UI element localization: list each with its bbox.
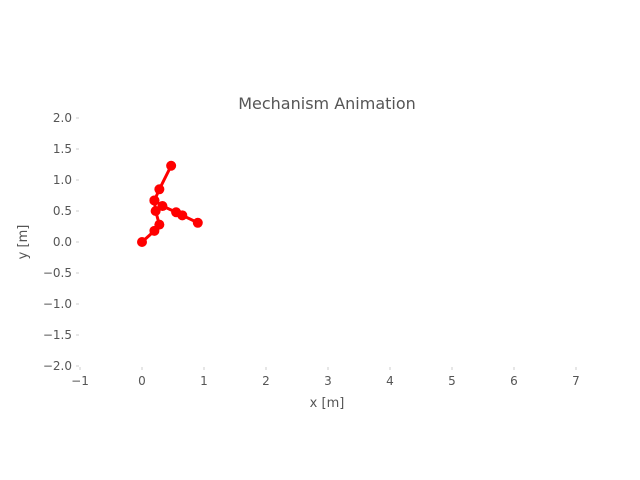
- y-tick-label: 0.5: [53, 204, 72, 218]
- y-tick-label: 1.5: [53, 142, 72, 156]
- x-tick-label: 2: [262, 374, 270, 388]
- y-tick-label: 1.0: [53, 173, 72, 187]
- x-tick-label: 0: [138, 374, 146, 388]
- chart-title: Mechanism Animation: [238, 94, 416, 113]
- x-tick-label: 1: [200, 374, 208, 388]
- x-tick-label: 3: [324, 374, 332, 388]
- joint-point: [157, 201, 168, 212]
- mechanism-links: [137, 160, 203, 247]
- joint-point: [154, 219, 165, 230]
- x-axis: −1 0 1 2 3 4 5 6 7: [71, 367, 580, 388]
- x-tick-label: 6: [510, 374, 518, 388]
- y-tick-label: 0.0: [53, 235, 72, 249]
- joint-point: [149, 195, 160, 206]
- x-tick-label: 5: [448, 374, 456, 388]
- x-tick-label: 7: [572, 374, 580, 388]
- joint-point: [166, 160, 177, 171]
- x-tick-label: 4: [386, 374, 394, 388]
- y-tick-label: −1.0: [43, 297, 72, 311]
- y-tick-label: −0.5: [43, 266, 72, 280]
- x-axis-label: x [m]: [310, 396, 345, 411]
- y-tick-label: −2.0: [43, 359, 72, 373]
- joint-point: [192, 217, 203, 228]
- joint-point: [154, 184, 165, 195]
- y-axis-label: y [m]: [16, 225, 31, 260]
- y-tick-label: 2.0: [53, 111, 72, 125]
- y-axis: 2.0 1.5 1.0 0.5 0.0 −0.5 −1.0 −1.5 −2.0: [43, 111, 79, 373]
- joint-point: [137, 237, 147, 247]
- y-tick-label: −1.5: [43, 328, 72, 342]
- joint-point: [177, 210, 188, 221]
- x-tick-label: −1: [71, 374, 89, 388]
